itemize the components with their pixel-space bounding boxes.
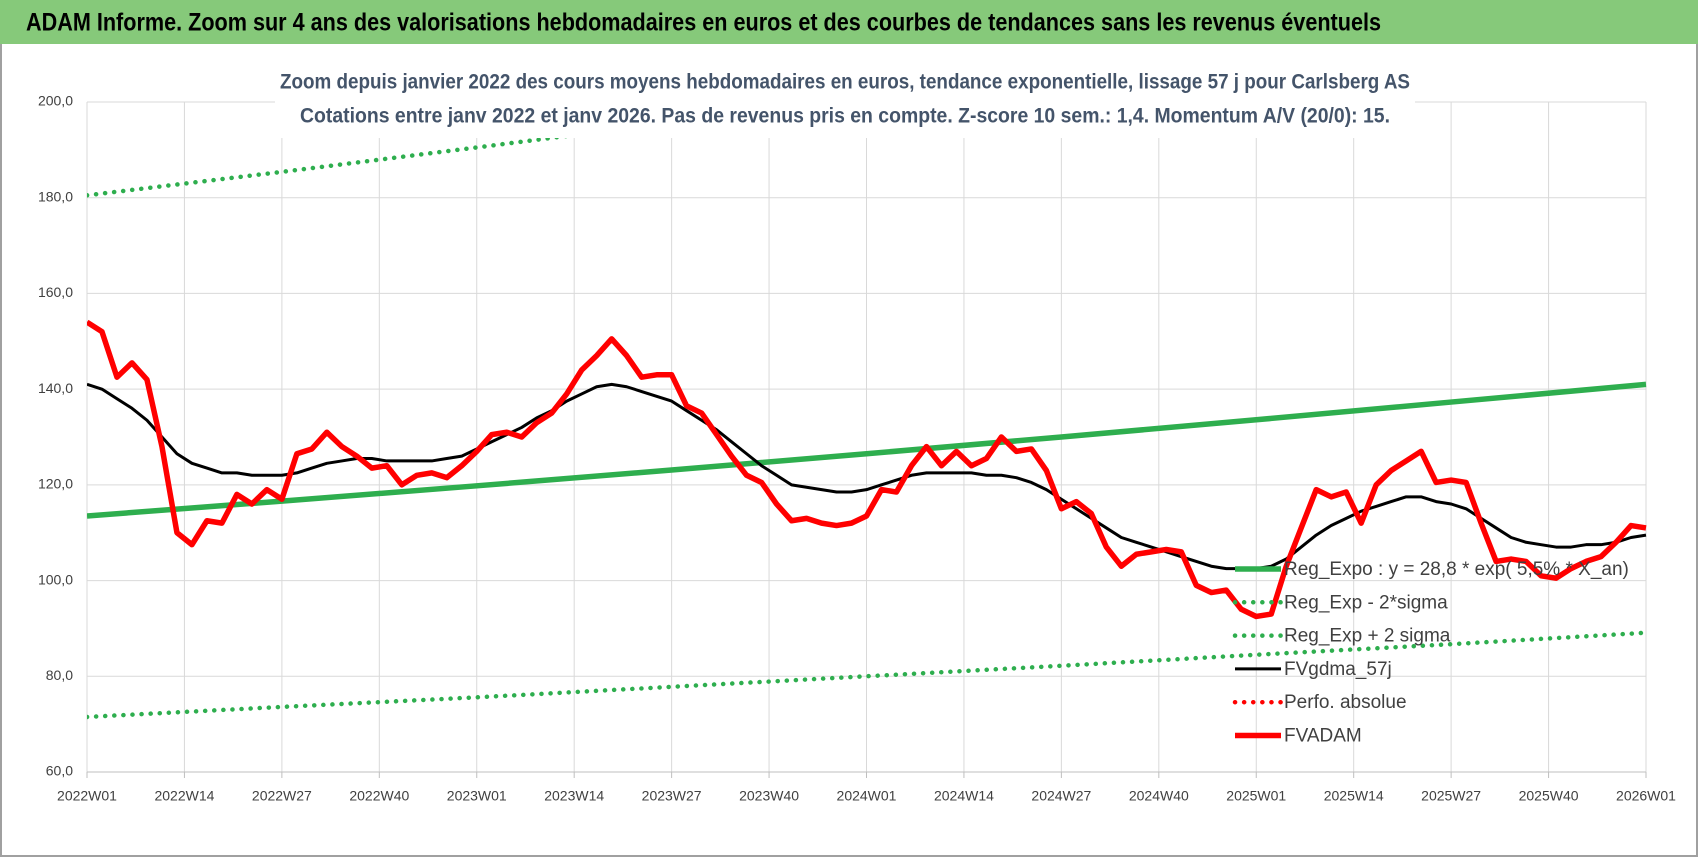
x-tick-label: 2022W40 <box>349 788 409 804</box>
x-tick-label: 2024W40 <box>1129 788 1189 804</box>
x-tick-label: 2022W14 <box>154 788 214 804</box>
plot-area: 60,0 80,0 100,0 120,0 140,0 160,0 180,0 200,0 20… <box>38 93 1676 804</box>
series-lines <box>87 100 1649 720</box>
legend-label: FVADAM <box>1284 726 1362 747</box>
series-line <box>87 381 1647 519</box>
header-band <box>0 0 1698 44</box>
x-tick-label: 2022W27 <box>252 788 312 804</box>
y-tick-label: 120,0 <box>38 476 73 492</box>
x-tick-label: 2024W14 <box>934 788 994 804</box>
x-tick-label: 2023W01 <box>447 788 507 804</box>
legend-label: Reg_Expo : y = 28,8 * exp( 5,5% * X_an) <box>1284 559 1629 580</box>
x-tick-label: 2024W01 <box>837 788 897 804</box>
y-tick-label: 180,0 <box>38 188 73 204</box>
legend-label: Reg_Exp + 2 sigma <box>1284 626 1451 647</box>
series-line <box>87 382 1647 571</box>
x-tick-label: 2022W01 <box>57 788 117 804</box>
legend-label: Reg_Exp - 2*sigma <box>1284 592 1448 613</box>
x-tick-label: 2025W27 <box>1421 788 1481 804</box>
y-tick-label: 100,0 <box>38 571 73 587</box>
x-tick-label: 2023W40 <box>739 788 799 804</box>
legend-label: FVgdma_57j <box>1284 659 1392 680</box>
x-tick-label: 2023W27 <box>642 788 702 804</box>
x-tick-label: 2025W01 <box>1226 788 1286 804</box>
header-title: ADAM Informe. Zoom sur 4 ans des valoris… <box>26 9 1381 37</box>
x-tick-label: 2025W14 <box>1324 788 1384 804</box>
x-tick-label: 2023W14 <box>544 788 604 804</box>
y-tick-label: 200,0 <box>38 93 73 109</box>
y-tick-label: 160,0 <box>38 284 73 300</box>
x-tick-label: 2026W01 <box>1616 788 1676 804</box>
legend-label: Perfo. absolue <box>1284 692 1407 713</box>
series-line <box>87 100 860 198</box>
x-tick-label: 2025W40 <box>1519 788 1579 804</box>
legend: Reg_Expo : y = 28,8 * exp( 5,5% * X_an) R… <box>1232 559 1629 747</box>
x-tick-label: 2024W27 <box>1031 788 1091 804</box>
subtitle-box <box>275 66 1415 138</box>
series-line <box>87 319 1647 620</box>
y-tick-label: 80,0 <box>46 667 73 683</box>
series-line <box>87 630 1649 720</box>
y-tick-label: 60,0 <box>46 763 73 779</box>
chart-title: Zoom depuis janvier 2022 des cours moyen… <box>280 71 1410 94</box>
y-tick-label: 140,0 <box>38 380 73 396</box>
chart-subtitle: Cotations entre janv 2022 et janv 2026. … <box>300 105 1390 128</box>
